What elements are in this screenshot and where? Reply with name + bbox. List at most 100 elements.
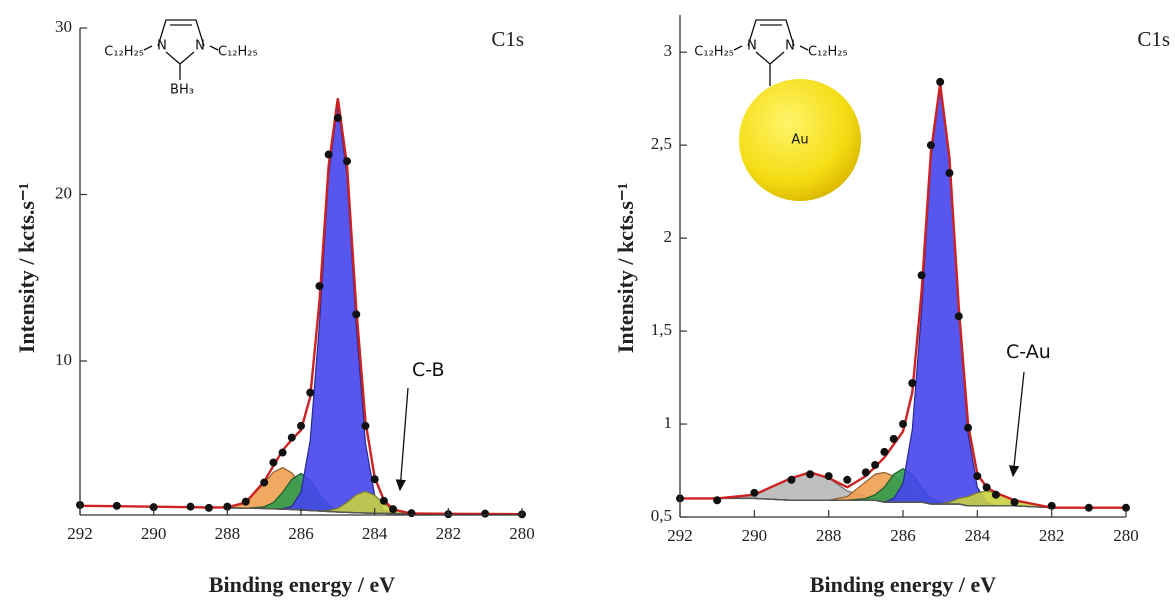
y-tick-label: 3 [664,41,673,60]
data-point [1010,498,1019,507]
x-tick-label: 288 [215,524,241,543]
data-point [936,77,945,86]
particle-label: Au [791,133,808,148]
atom-label: N [157,39,167,54]
ring-bond [755,51,785,65]
data-point [389,505,398,514]
data-point [964,423,973,432]
data-point [991,490,1000,499]
x-tick-label: 286 [890,526,916,545]
x-tick-label: 290 [742,526,768,545]
y-tick-label: 20 [55,183,72,202]
atom-label: N [785,39,795,54]
y-tick-label: 10 [55,350,72,369]
y-tick-label: 2 [664,227,673,246]
y-tick-label: 1,5 [651,320,672,339]
atom-label: N [747,39,757,54]
annotation-arrow [1008,371,1025,478]
data-point [926,141,935,150]
chart-title: C1s [1137,27,1170,51]
data-point [407,509,416,518]
data-point [954,312,963,321]
component-area [79,104,523,515]
data-point [824,472,833,481]
data-point [945,169,954,178]
bond [733,45,809,51]
data-point [973,472,982,481]
data-point [750,488,759,497]
data-point [1047,501,1056,510]
data-point [315,282,324,291]
data-point [787,475,796,484]
data-point [343,157,352,166]
substituent-label: C₁₂H₂₅ [808,45,848,60]
x-tick-label: 290 [141,524,167,543]
data-point [370,475,379,484]
x-tick-label: 284 [362,524,388,543]
data-point [379,496,388,505]
background-line [680,497,1126,509]
data-point [306,388,315,397]
ring-bond [157,19,205,47]
data-point [278,448,287,457]
atom-label: N [195,39,205,54]
data-point [861,468,870,477]
molecule [733,19,809,86]
plot-area [76,98,526,519]
data-point [806,470,815,479]
annotation: C-Au [1006,341,1051,363]
x-tick-label: 280 [509,524,535,543]
x-tick-label: 284 [965,526,991,545]
data-point [899,420,907,429]
data-point [889,434,898,443]
data-point [112,501,121,510]
data-point [149,503,158,512]
data-point [361,421,370,430]
substituent-label: BH₃ [170,83,194,98]
y-tick-label: 1 [664,413,673,432]
envelope-line [79,98,523,516]
bond [143,45,219,51]
data-point [269,458,278,467]
x-tick-label: 292 [667,526,693,545]
chart-title: C1s [491,27,524,51]
data-point [223,502,232,511]
annotation-arrow [395,387,409,492]
data-point [713,496,722,505]
data-point [204,503,213,512]
data-point [297,421,305,430]
ring-bond [165,51,195,65]
data-point [481,509,490,518]
data-point [908,379,917,388]
x-tick-label: 288 [816,526,842,545]
data-point [880,447,889,456]
x-axis-label: Binding energy / eV [209,572,396,597]
x-tick-label: 286 [288,524,314,543]
plot-area [676,77,1130,512]
gold-nanoparticle [739,79,861,201]
data-point [186,502,195,511]
substituent-label: C₁₂H₂₅ [218,45,258,60]
substituent-label: C₁₂H₂₅ [694,45,734,60]
data-point [982,483,991,492]
molecule [143,19,219,80]
panel: C1s Binding energy / eV Intensity / kcts… [613,15,1170,597]
x-tick-label: 292 [67,524,93,543]
data-point [324,150,333,159]
ring-bond [747,19,795,47]
x-tick-label: 282 [1039,526,1065,545]
data-point [917,271,926,280]
data-point [871,460,880,469]
data-point [1084,503,1093,512]
data-point [843,475,852,484]
x-axis-label: Binding energy / eV [810,572,997,597]
data-point [1122,503,1130,512]
substituent-label: C₁₂H₂₅ [104,45,144,60]
y-tick-label: 0,5 [651,506,672,525]
data-point [241,497,250,506]
y-tick-label: 2,5 [651,134,672,153]
data-point [352,310,361,319]
data-point [260,478,269,487]
